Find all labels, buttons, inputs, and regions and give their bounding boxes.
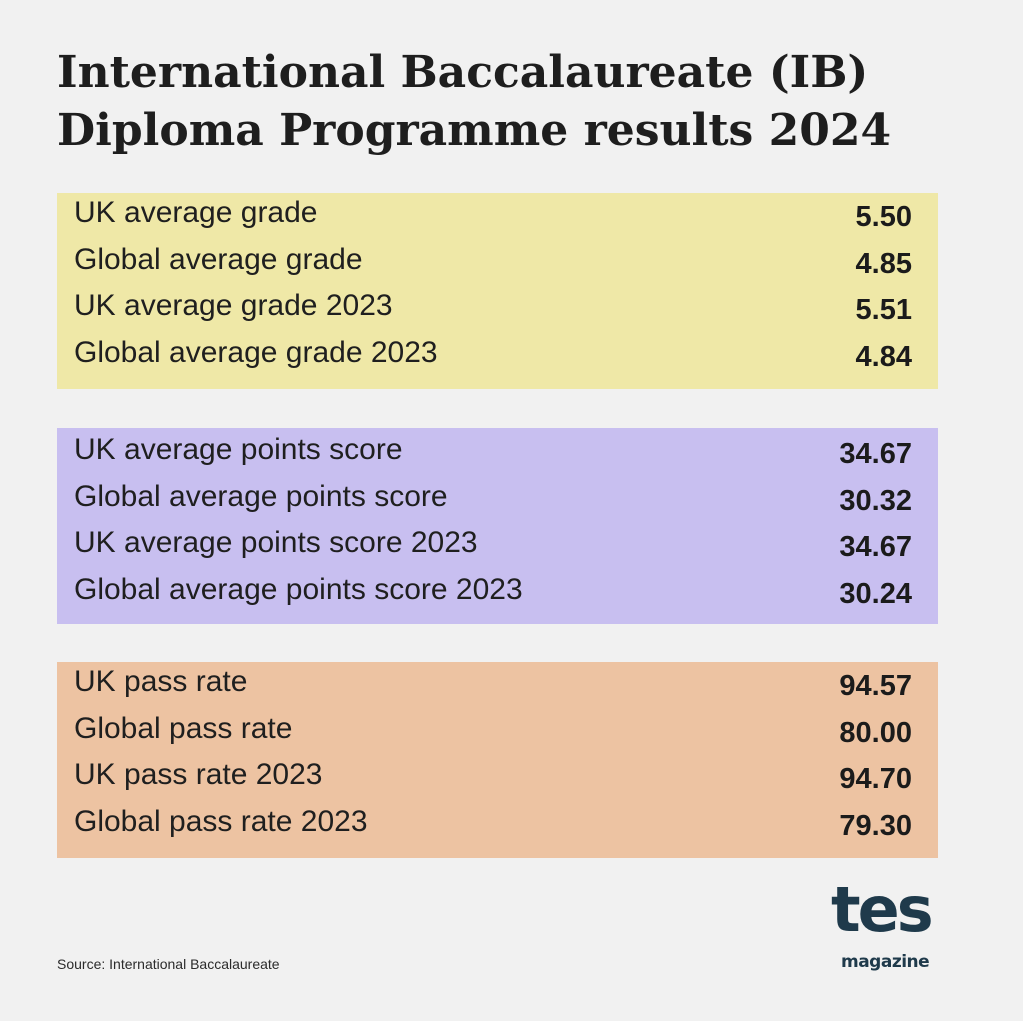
- row-label: Global average grade: [74, 242, 363, 276]
- row-value: 34.67: [839, 438, 912, 470]
- row-label: UK average points score: [74, 433, 403, 466]
- row-label: UK average points score 2023: [74, 526, 478, 559]
- row-value: 4.84: [855, 340, 912, 373]
- average-grade-panel: UK average grade 5.50 Global average gra…: [57, 193, 938, 389]
- table-row: UK pass rate 2023 94.70: [74, 756, 912, 803]
- logo-wordmark: tes: [831, 873, 934, 946]
- row-label: UK pass rate: [74, 665, 248, 698]
- row-label: Global pass rate: [74, 711, 293, 745]
- row-value: 5.50: [855, 201, 912, 233]
- pass-rate-panel: UK pass rate 94.57 Global pass rate 80.0…: [57, 662, 938, 858]
- table-row: Global pass rate 2023 79.30: [74, 803, 912, 850]
- row-label: Global pass rate 2023: [74, 804, 368, 838]
- table-row: Global average points score 2023 30.24: [74, 571, 912, 618]
- table-row: UK average grade 5.50: [74, 194, 912, 241]
- row-value: 30.24: [839, 577, 912, 610]
- row-label: UK average grade 2023: [74, 289, 393, 322]
- tes-magazine-logo: tes magazine: [825, 873, 945, 980]
- logo-subtitle: magazine: [841, 952, 930, 972]
- table-row: UK pass rate 94.57: [74, 663, 912, 710]
- row-value: 80.00: [839, 716, 912, 749]
- table-row: Global pass rate 80.00: [74, 710, 912, 757]
- title-line-1: International Baccalaureate (IB): [57, 47, 869, 98]
- table-row: Global average grade 4.85: [74, 241, 912, 288]
- average-points-panel: UK average points score 34.67 Global ave…: [57, 428, 938, 624]
- source-note: Source: International Baccalaureate: [57, 956, 280, 972]
- title-line-2: Diploma Programme results 2024: [57, 105, 892, 156]
- row-value: 5.51: [855, 294, 912, 326]
- row-value: 94.57: [839, 670, 912, 702]
- row-value: 94.70: [839, 763, 912, 795]
- row-label: Global average points score 2023: [74, 572, 523, 606]
- page-title: International Baccalaureate (IB) Diploma…: [57, 44, 977, 160]
- table-row: UK average points score 2023 34.67: [74, 524, 912, 571]
- row-label: UK pass rate 2023: [74, 758, 323, 791]
- table-row: Global average grade 2023 4.84: [74, 334, 912, 381]
- row-value: 30.32: [839, 484, 912, 517]
- row-value: 4.85: [855, 247, 912, 280]
- table-row: Global average points score 30.32: [74, 478, 912, 525]
- table-row: UK average grade 2023 5.51: [74, 287, 912, 334]
- row-value: 34.67: [839, 531, 912, 563]
- row-label: UK average grade: [74, 196, 318, 229]
- row-label: Global average points score: [74, 479, 448, 513]
- table-row: UK average points score 34.67: [74, 431, 912, 478]
- row-value: 79.30: [839, 809, 912, 842]
- row-label: Global average grade 2023: [74, 335, 438, 369]
